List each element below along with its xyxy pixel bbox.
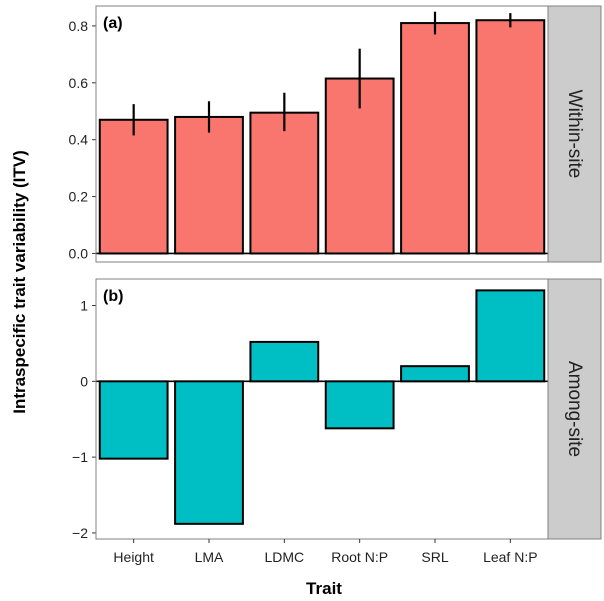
panel-background	[96, 279, 548, 539]
y-tick-label: −1	[72, 449, 88, 465]
panel-tag: (b)	[103, 288, 123, 305]
bar-leaf-n-p	[475, 19, 546, 255]
bar-ldmc	[249, 111, 320, 255]
x-tick-label: Root N:P	[331, 549, 388, 565]
facet-strip	[547, 278, 602, 540]
panel-a: 0.0 0.2 0.4 0.6 0.8 (a) Within-site	[69, 5, 602, 263]
bar-lma	[174, 115, 244, 255]
chart-panels: 0.0 0.2 0.4 0.6 0.8 (a) Within-site 1 0 −1 −2 (b) Am…	[69, 5, 602, 541]
x-tick-label: SRL	[421, 549, 448, 565]
panel-b: 1 0 −1 −2 (b) Among-site	[72, 278, 602, 541]
y-axis-title: Intraspecific trait variability (ITV)	[10, 150, 29, 414]
panel-tag: (a)	[103, 15, 123, 32]
bar-root-n-p	[324, 380, 395, 430]
y-tick-label: 1	[80, 298, 88, 314]
bar-srl	[400, 22, 470, 255]
y-tick-label: 0	[80, 373, 88, 389]
y-tick-label: 0.0	[69, 245, 89, 261]
facet-strip	[547, 5, 602, 263]
x-axis-ticks: Height LMA LDMC Root N:P SRL Leaf N:P	[113, 539, 538, 565]
bar-lma	[174, 380, 244, 525]
y-tick-label: 0.2	[69, 189, 89, 205]
bar-leaf-n-p	[475, 289, 546, 383]
x-tick-label: Height	[113, 549, 154, 565]
bar-height	[98, 380, 169, 460]
y-tick-label: 0.4	[69, 132, 89, 148]
bar-ldmc	[249, 340, 320, 383]
panel-background	[96, 6, 548, 262]
x-tick-label: LMA	[195, 549, 224, 565]
y-tick-label: −2	[72, 525, 88, 541]
facet-strip-label: Among-site	[564, 361, 585, 457]
y-tick-label: 0.6	[69, 75, 89, 91]
x-tick-label: Leaf N:P	[483, 549, 537, 565]
bar-srl	[400, 365, 470, 383]
x-tick-label: LDMC	[264, 549, 304, 565]
y-tick-label: 0.8	[69, 18, 89, 34]
facet-strip-label: Within-site	[564, 90, 585, 179]
bar-height	[98, 118, 169, 255]
x-axis-title: Trait	[306, 579, 342, 598]
